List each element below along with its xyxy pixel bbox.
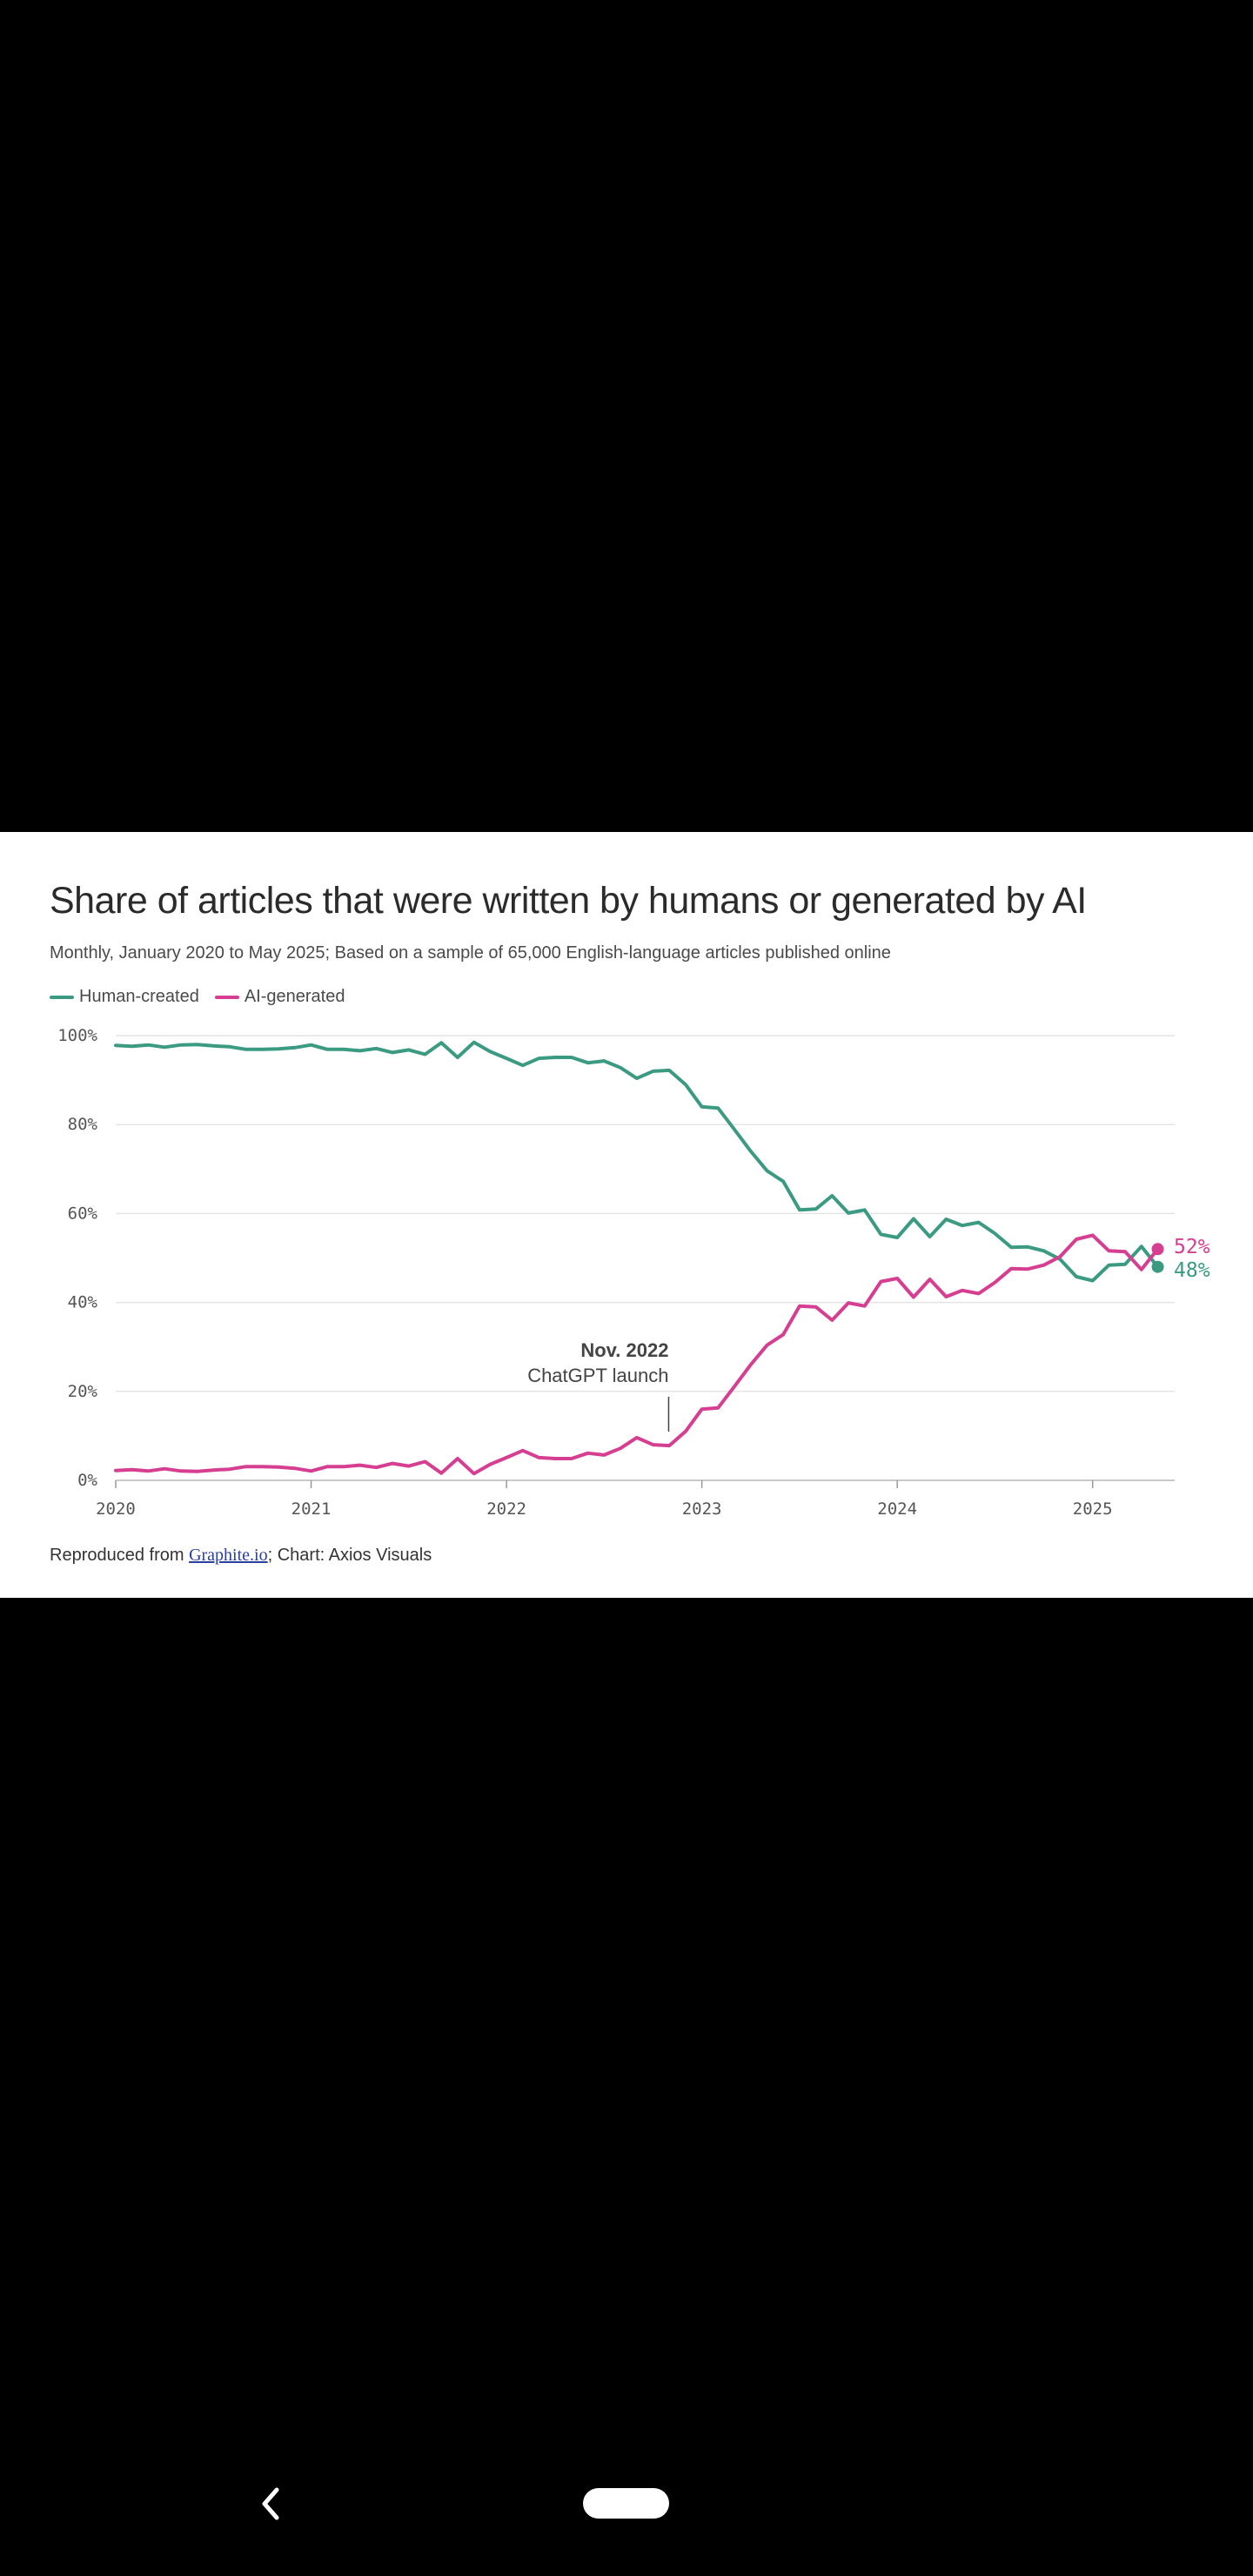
legend-label-ai: AI-generated bbox=[244, 987, 345, 1006]
back-icon[interactable] bbox=[258, 2486, 284, 2521]
source-note: Reproduced from Graphite.io; Chart: Axio… bbox=[50, 1546, 432, 1566]
line-chart: 0% 20% 40% 60% 80% 100% 2020 2021 2022 2023 2024 20… bbox=[57, 1026, 1210, 1519]
source-prefix: Reproduced from bbox=[50, 1546, 190, 1565]
chart-subtitle: Monthly, January 2020 to May 2025; Based… bbox=[50, 943, 891, 963]
legend-item-ai: AI-generated bbox=[214, 987, 345, 1007]
series-end-dot-ai bbox=[1151, 1243, 1164, 1256]
series-line-ai bbox=[114, 1233, 1160, 1476]
series-line-human bbox=[114, 1040, 1160, 1283]
chart-legend: Human-created AI-generated bbox=[50, 987, 360, 1007]
x-tick-label: 2025 bbox=[1073, 1499, 1113, 1519]
x-tick-label: 2021 bbox=[291, 1499, 332, 1519]
x-tick-label: 2024 bbox=[877, 1499, 917, 1519]
legend-label-human: Human-created bbox=[79, 987, 199, 1006]
y-tick-label: 20% bbox=[68, 1382, 98, 1401]
x-tick-label: 2022 bbox=[486, 1499, 526, 1519]
y-tick-label: 40% bbox=[68, 1293, 98, 1312]
home-pill-button[interactable] bbox=[583, 2488, 669, 2519]
annotation-subtitle: ChatGPT launch bbox=[527, 1365, 668, 1386]
chart-title: Share of articles that were written by h… bbox=[50, 880, 1087, 922]
y-tick-label: 60% bbox=[68, 1204, 98, 1223]
end-label-human: 48% bbox=[1174, 1259, 1210, 1282]
annotation-title: Nov. 2022 bbox=[580, 1339, 668, 1361]
x-tick-label: 2020 bbox=[96, 1499, 136, 1519]
series-end-dot-human bbox=[1151, 1260, 1164, 1273]
y-tick-label: 100% bbox=[57, 1026, 97, 1045]
chart-card: Share of articles that were written by h… bbox=[0, 832, 1253, 1598]
x-tick-label: 2023 bbox=[682, 1499, 722, 1519]
source-link[interactable]: Graphite.io bbox=[189, 1546, 268, 1565]
legend-swatch-human bbox=[50, 995, 74, 999]
y-tick-label: 0% bbox=[77, 1471, 97, 1490]
end-label-ai: 52% bbox=[1174, 1236, 1210, 1258]
legend-swatch-ai bbox=[214, 995, 239, 999]
source-suffix: ; Chart: Axios Visuals bbox=[267, 1546, 432, 1565]
legend-item-human: Human-created bbox=[50, 987, 199, 1007]
y-tick-label: 80% bbox=[68, 1115, 98, 1134]
